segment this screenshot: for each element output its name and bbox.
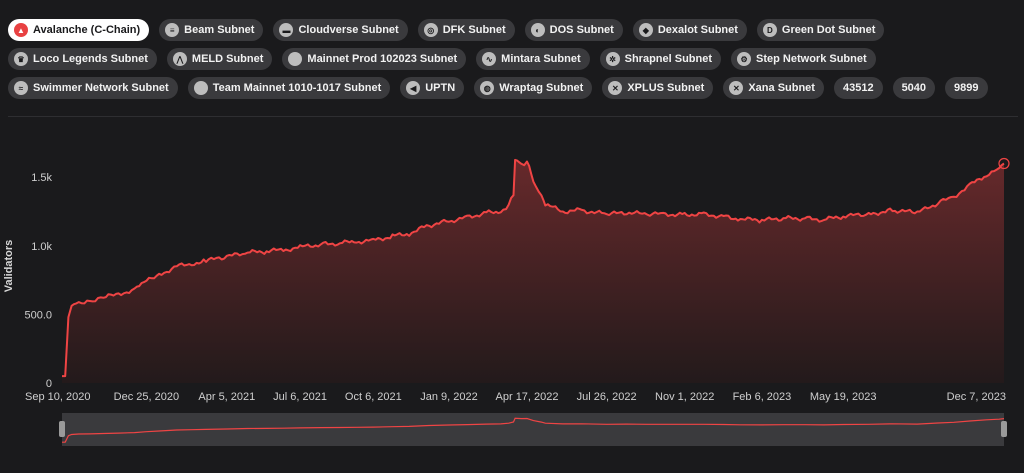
- x-axis: Sep 10, 2020 Dec 25, 2020 Apr 5, 2021 Jul 6…: [25, 391, 1006, 403]
- subnet-chip-dos-subnet[interactable]: ◐ DOS Subnet: [524, 19, 623, 41]
- subnet-chip-xana-subnet[interactable]: ✕ Xana Subnet: [723, 77, 824, 99]
- x-tick-label: Oct 6, 2021: [345, 391, 402, 403]
- y-tick-label: 1.0k: [31, 241, 52, 253]
- beam-logo-icon: ≡: [165, 23, 180, 37]
- x-tick-label: Apr 17, 2022: [496, 391, 559, 403]
- subnet-chip-uptn[interactable]: ◀ UPTN: [400, 77, 465, 99]
- subnet-chip-9899[interactable]: 9899: [945, 77, 988, 99]
- subnet-chip-green-dot-subnet[interactable]: D Green Dot Subnet: [756, 19, 885, 41]
- subnet-chip-label: MELD Subnet: [191, 53, 264, 65]
- divider: [8, 116, 1018, 117]
- subnet-chip-label: 5040: [901, 82, 927, 94]
- subnet-chip-xplus-subnet[interactable]: ✕ XPLUS Subnet: [602, 77, 714, 99]
- avalanche-logo-icon: ▲: [14, 23, 28, 37]
- dfk-logo-icon: ◎: [423, 23, 438, 37]
- wraptag-logo-icon: ◍: [480, 81, 495, 95]
- y-axis: 0 500.0 1.0k 1.5k: [24, 172, 52, 390]
- range-navigator[interactable]: [59, 413, 1007, 446]
- x-tick-label: Dec 25, 2020: [114, 391, 179, 403]
- subnet-chip-label: DFK Subnet: [442, 24, 506, 36]
- subnet-chip-label: XPLUS Subnet: [627, 82, 705, 94]
- loco-legends-logo-icon: ♛: [14, 52, 28, 66]
- subnet-chip-label: Beam Subnet: [184, 24, 255, 36]
- subnet-chip-label: Xana Subnet: [748, 82, 815, 94]
- xana-logo-icon: ✕: [729, 81, 744, 95]
- subnet-chip-43512[interactable]: 43512: [833, 77, 883, 99]
- series-end-marker: [998, 157, 1010, 170]
- subnet-chip-label: UPTN: [425, 82, 456, 94]
- green-dot-logo-icon: D: [762, 23, 777, 37]
- validators-chart: Validators 0 500.0 1.0k 1.5k Sep 10, 2020 De…: [3, 157, 1010, 446]
- x-tick-label: Nov 1, 2022: [655, 391, 714, 403]
- y-tick-label: 500.0: [24, 309, 52, 321]
- dexalot-logo-icon: ◆: [638, 23, 653, 37]
- x-tick-label: Jan 9, 2022: [420, 391, 478, 403]
- y-tick-label: 1.5k: [31, 172, 52, 184]
- shrapnel-logo-icon: ✲: [605, 52, 620, 66]
- subnet-chip-meld-subnet[interactable]: ⋀ MELD Subnet: [166, 48, 273, 70]
- x-tick-label: May 19, 2023: [810, 391, 877, 403]
- x-tick-label: Jul 26, 2022: [577, 391, 637, 403]
- cloudverse-logo-icon: ▬: [279, 23, 294, 37]
- subnet-chip-label: Shrapnel Subnet: [624, 53, 713, 65]
- subnet-chip-label: Avalanche (C-Chain): [33, 24, 141, 36]
- validators-area: [62, 159, 1004, 383]
- subnet-chip-mintara-subnet[interactable]: ∿ Mintara Subnet: [476, 48, 590, 70]
- navigator-right-handle[interactable]: [1001, 421, 1007, 437]
- subnet-chip-label: Cloudverse Subnet: [298, 24, 399, 36]
- subnet-chip-label: 9899: [954, 82, 979, 94]
- y-axis-label: Validators: [3, 240, 15, 293]
- subnet-chip-step-network-subnet[interactable]: ⚙ Step Network Subnet: [731, 48, 876, 70]
- uptn-logo-icon: ◀: [406, 81, 421, 95]
- x-tick-label: Apr 5, 2021: [198, 391, 255, 403]
- subnet-chip-dexalot-subnet[interactable]: ◆ Dexalot Subnet: [632, 19, 747, 41]
- subnet-chip-shrapnel-subnet[interactable]: ✲ Shrapnel Subnet: [599, 48, 722, 70]
- validators-line: [62, 158, 1005, 378]
- swimmer-logo-icon: ≈: [14, 81, 28, 95]
- subnet-chip-swimmer-network-subnet[interactable]: ≈ Swimmer Network Subnet: [8, 77, 178, 99]
- subnet-chip-team-mainnet-1010-1017-subnet[interactable]: Team Mainnet 1010-1017 Subnet: [187, 77, 391, 99]
- x-tick-label: Feb 6, 2023: [733, 391, 792, 403]
- subnet-chip-5040[interactable]: 5040: [892, 77, 936, 99]
- subnet-chip-label: Dexalot Subnet: [657, 24, 738, 36]
- subnet-chip-cloudverse-subnet[interactable]: ▬ Cloudverse Subnet: [273, 19, 408, 41]
- subnet-chip-label: Wraptag Subnet: [499, 82, 584, 94]
- dos-logo-icon: ◐: [530, 23, 545, 37]
- navigator-line: [62, 417, 1005, 443]
- subnet-chip-label: Mintara Subnet: [501, 53, 581, 65]
- x-tick-label: Dec 7, 2023: [947, 391, 1006, 403]
- subnet-chip-label: Swimmer Network Subnet: [33, 82, 169, 94]
- subnet-chip-label: Mainnet Prod 102023 Subnet: [307, 53, 458, 65]
- step-network-logo-icon: ⚙: [737, 52, 752, 66]
- subnet-chip-label: Team Mainnet 1010-1017 Subnet: [212, 82, 382, 94]
- x-tick-label: Sep 10, 2020: [25, 391, 90, 403]
- team-mainnet-logo-icon: [193, 81, 208, 95]
- subnet-chip-loco-legends-subnet[interactable]: ♛ Loco Legends Subnet: [8, 48, 157, 70]
- subnet-chip-label: Green Dot Subnet: [781, 24, 876, 36]
- subnet-chip-label: Loco Legends Subnet: [33, 53, 148, 65]
- x-tick-label: Jul 6, 2021: [273, 391, 327, 403]
- subnet-chip-wraptag-subnet[interactable]: ◍ Wraptag Subnet: [474, 77, 593, 99]
- subnet-chip-label: Step Network Subnet: [756, 53, 867, 65]
- meld-logo-icon: ⋀: [172, 52, 187, 66]
- subnet-chip-mainnet-prod-102023-subnet[interactable]: Mainnet Prod 102023 Subnet: [282, 48, 467, 70]
- mintara-logo-icon: ∿: [482, 52, 497, 66]
- subnet-chip-label: DOS Subnet: [549, 24, 614, 36]
- subnet-chip-beam-subnet[interactable]: ≡ Beam Subnet: [159, 19, 264, 41]
- subnet-filter-bar: ▲ Avalanche (C-Chain) ≡ Beam Subnet ▬ Cloudve…: [8, 19, 1018, 99]
- subnet-chip-avalanche-c-chain[interactable]: ▲ Avalanche (C-Chain): [8, 19, 150, 41]
- navigator-left-handle[interactable]: [59, 421, 65, 437]
- subnet-chip-dfk-subnet[interactable]: ◎ DFK Subnet: [417, 19, 515, 41]
- xplus-logo-icon: ✕: [608, 81, 623, 95]
- subnet-chip-label: 43512: [842, 82, 874, 94]
- y-tick-label: 0: [46, 378, 52, 390]
- mainnet-prod-logo-icon: [288, 52, 303, 66]
